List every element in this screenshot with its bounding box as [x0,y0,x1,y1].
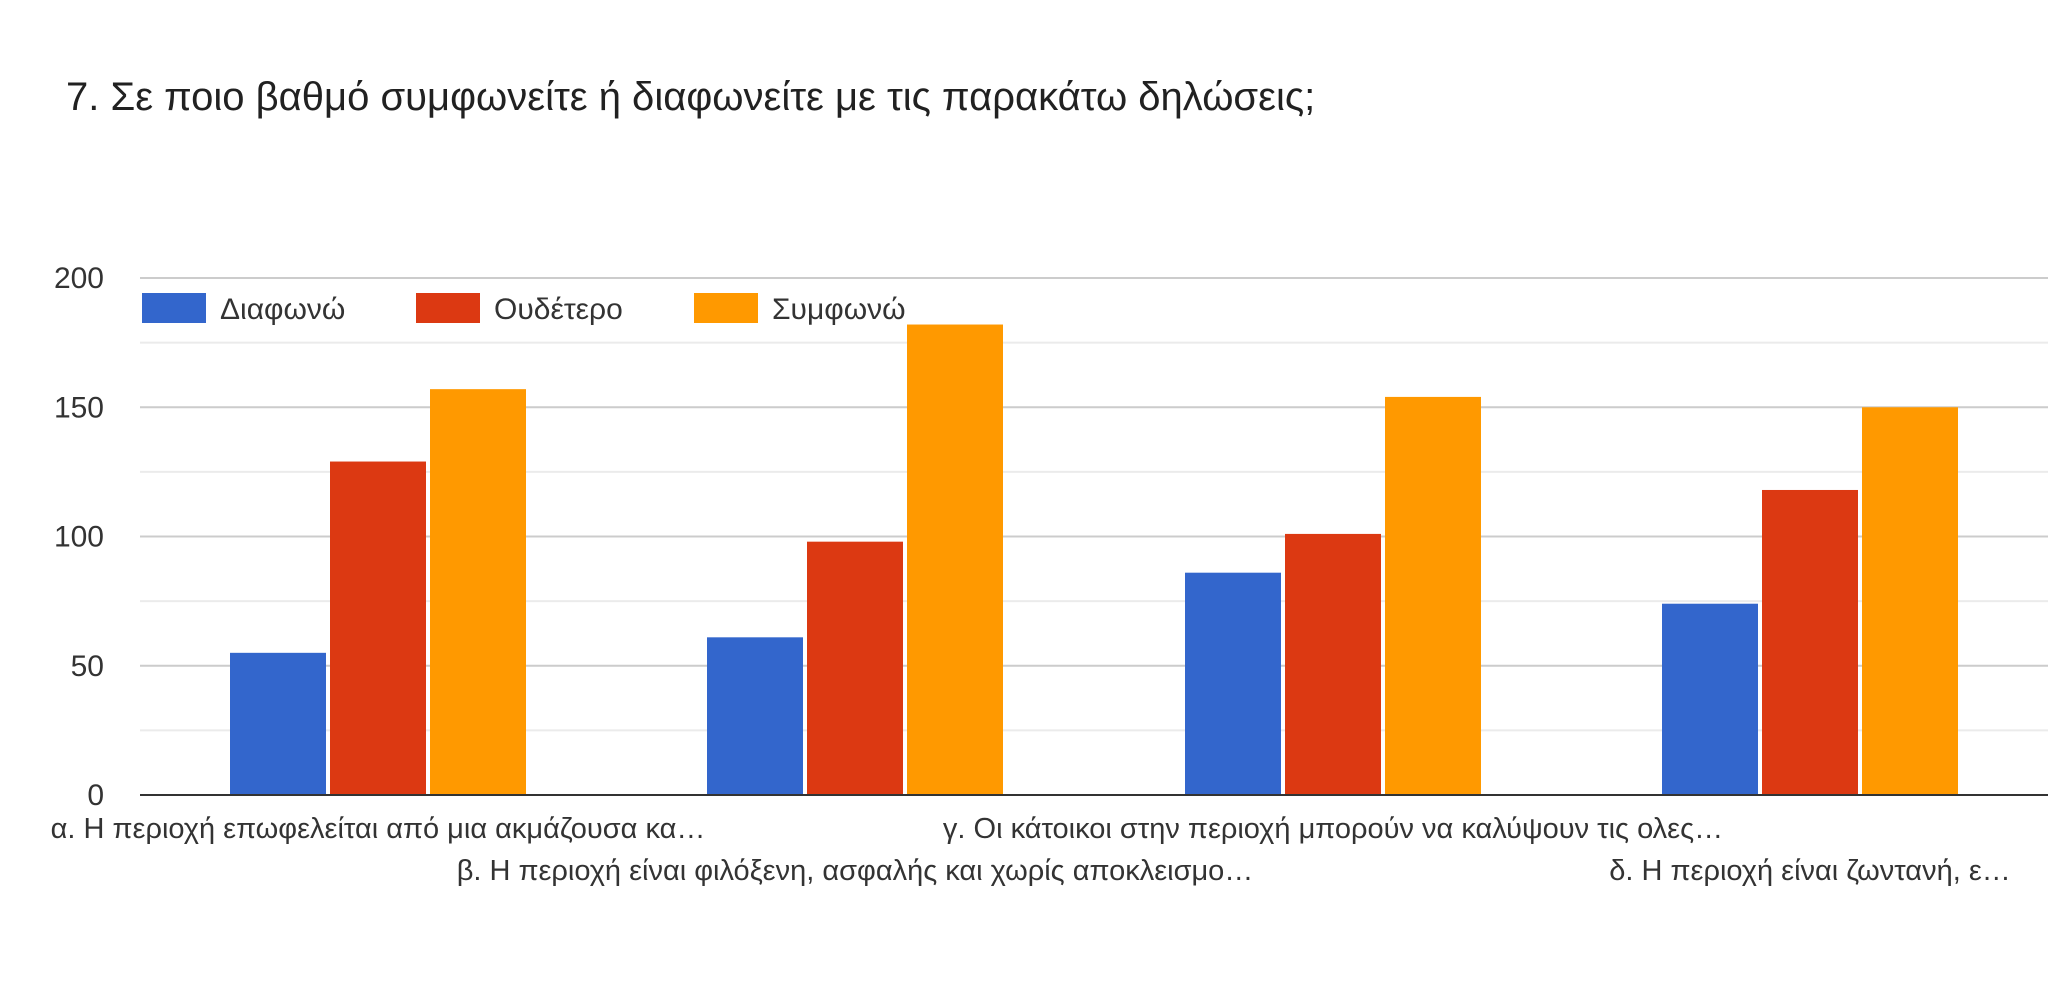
y-tick-label: 200 [54,262,104,295]
legend-label: Διαφωνώ [220,293,345,326]
bar-1-2 [707,637,803,795]
bar-3-1 [430,389,526,795]
x-category-label: α. Η περιοχή επωφελείται από μια ακμάζου… [51,813,706,845]
chart-title: 7. Σε ποιο βαθμό συμφωνείτε ή διαφωνείτε… [66,75,1315,119]
bar-3-3 [1385,396,1481,795]
legend: Διαφωνώ Ουδέτερο Συμφωνώ [142,293,906,326]
y-tick-label: 0 [87,779,104,812]
bar-2-4 [1762,489,1858,795]
bar-2-3 [1285,533,1381,795]
y-axis-ticks: 0 50 100 150 200 [54,262,104,812]
bars [230,324,1958,795]
y-tick-label: 50 [71,650,104,683]
x-category-label: γ. Οι κάτοικοι στην περιοχή μπορούν να κ… [943,813,1723,845]
bar-1-4 [1662,603,1758,795]
bar-3-2 [907,324,1003,795]
y-tick-label: 150 [54,391,104,424]
legend-swatch [694,293,758,323]
y-tick-label: 100 [54,521,104,554]
bar-1-1 [230,652,326,795]
legend-label: Συμφωνώ [772,293,906,326]
x-category-label: β. Η περιοχή είναι φιλόξενη, ασφαλής και… [457,855,1254,887]
bar-2-1 [330,461,426,795]
x-category-label: δ. Η περιοχή είναι ζωντανή, ε… [1609,855,2011,887]
gridlines [140,277,2048,732]
bar-3-4 [1862,407,1958,795]
legend-swatch [416,293,480,323]
legend-swatch [142,293,206,323]
bar-1-3 [1185,572,1281,795]
bar-2-2 [807,541,903,795]
legend-label: Ουδέτερο [494,293,623,326]
x-axis-labels: α. Η περιοχή επωφελείται από μια ακμάζου… [51,813,2011,887]
